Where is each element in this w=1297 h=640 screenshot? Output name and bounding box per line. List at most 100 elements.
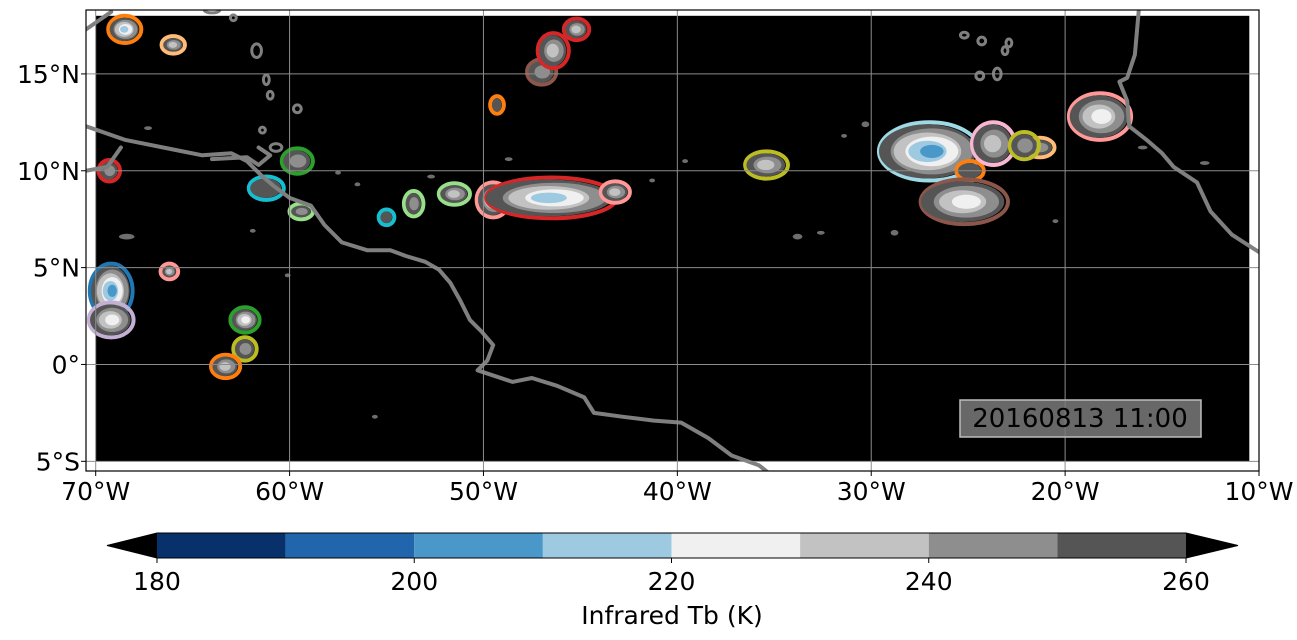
cloud-system [159,34,187,56]
cloud-system [876,120,982,183]
y-tick-label: 10°N [17,157,80,186]
colorbar-bin [157,533,286,558]
x-tick-label: 60°W [255,477,324,506]
island [974,70,986,82]
timestamp-box: 20160813 11:00 [959,399,1202,438]
coastline [86,145,123,173]
speck [792,233,803,240]
colorbar-tick-label: 180 [133,567,181,596]
cloud-contour [983,135,1002,153]
speck [1052,219,1059,224]
speck [1137,145,1148,150]
colorbar-tick-label: 240 [905,567,953,596]
cloud-contour [609,188,621,196]
cloud-system [743,149,790,181]
speck [816,230,825,235]
cloud-contour [289,154,307,168]
colorbar-tick-label: 260 [1162,567,1210,596]
cloud-contour [491,98,502,112]
gridlines [86,10,1259,471]
cloud-contour [166,268,173,275]
speck [861,121,870,128]
cloud-system [106,13,144,45]
colorbar-tick-label: 200 [390,567,438,596]
cloud-contour [241,316,250,324]
cloud-outline [228,305,262,335]
brightness-temperature-field [95,15,1250,462]
longitude-axis: 70°W 60°W 50°W 40°W 30°W 20°W 10°W [61,471,1294,506]
cloud-outline [1066,91,1134,142]
timestamp-label: 20160813 11:00 [972,404,1188,434]
cloud-system [401,189,426,219]
warm-cloud-specks [118,121,1210,419]
cloud-outline [598,179,632,205]
cloud-system [488,94,506,116]
colorbar-extend-min [107,533,157,558]
island [1004,37,1014,49]
cloud-system [1066,91,1134,142]
colorbar-bin [671,533,801,558]
colorbar-bin [928,533,1058,558]
island [228,13,238,23]
speck [682,159,689,164]
cloud-contour [168,41,178,48]
colorbar: 180 200 220 240 260 [106,532,1239,596]
island [976,35,988,47]
speck [371,414,378,419]
colorbar-bin [1057,533,1186,558]
cloud-outline [918,177,1010,227]
cloud-contour [920,144,944,158]
y-tick-label: 15°N [17,60,80,89]
cloud-system [561,16,592,43]
cloud-contour [219,362,231,371]
cloud-system [279,146,315,176]
cloud-contour [447,190,460,198]
cloud-outline [488,94,506,116]
colorbar-bin [800,533,929,558]
cloud-contour [951,194,981,209]
speck [335,170,341,175]
cloud-contour [409,197,419,211]
cloud-contour [1017,138,1033,153]
island [265,89,275,101]
cloud-contour [530,192,567,204]
cloud-outline [401,189,426,219]
speck [249,228,256,233]
island [250,42,263,59]
cloud-outline [743,149,790,181]
x-tick-label: 40°W [643,477,712,506]
coastline [86,10,114,32]
colorbar-tick-label: 220 [648,567,696,596]
cloud-contour [380,211,393,224]
coastline [86,124,770,471]
speck [427,174,435,179]
cloud-contour [105,314,120,326]
cloud-system [376,207,397,228]
cloud-system [436,181,472,207]
island [1000,45,1010,57]
x-tick-label: 20°W [1031,477,1100,506]
cloud-outline [436,181,472,207]
x-tick-label: 70°W [61,477,130,506]
cloud-contour [757,159,775,171]
speck [841,133,847,138]
x-tick-label: 10°W [1224,477,1293,506]
cloud-outline [246,174,286,202]
cloud-system [918,177,1010,227]
cloud-outline [106,13,144,45]
map-panel [86,10,1259,471]
x-tick-label: 30°W [837,477,906,506]
cloud-contour [534,65,551,79]
y-tick-label: 5°S [36,447,80,476]
colorbar-bin [542,533,672,558]
cloud-outline [535,31,571,71]
speck [118,233,135,240]
cloud-system [228,305,262,335]
cloud-system [208,352,243,381]
latitude-axis: 15°N 10°N 5°N 0° 5°S [17,60,86,476]
speck [354,182,361,187]
cloud-system [969,120,1017,168]
cloud-system [484,175,619,221]
island [291,103,303,115]
